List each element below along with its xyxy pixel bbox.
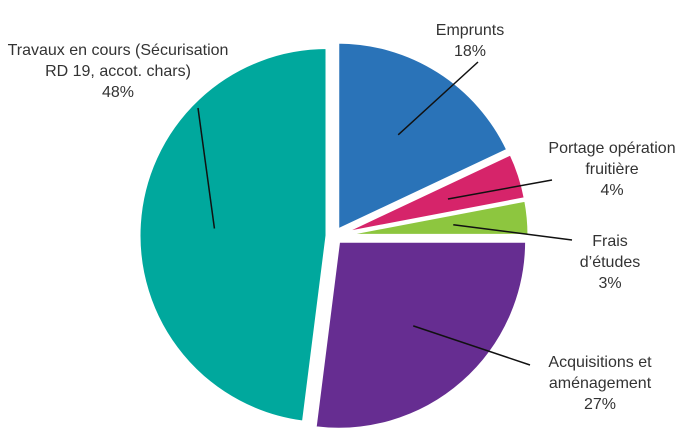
leader-line	[447, 179, 553, 200]
pie-slice	[313, 239, 529, 431]
slice-label: Portage opération fruitière 4%	[522, 138, 698, 201]
value-label: 3%	[598, 275, 622, 292]
value-label: 18%	[453, 43, 487, 60]
leader-line	[453, 223, 573, 241]
value-label: 4%	[600, 182, 624, 199]
value-label: 48%	[101, 84, 135, 101]
pie-slice	[340, 198, 531, 237]
slice-label: Acquisitions et aménagement 27%	[515, 352, 685, 415]
slice-label: Emprunts 18%	[410, 20, 530, 62]
leader-line	[397, 61, 479, 136]
category-label: Acquisitions et aménagement	[548, 354, 652, 392]
category-label: Emprunts	[435, 22, 505, 39]
slice-label: Frais d’études 3%	[560, 231, 660, 294]
pie-slice	[336, 40, 510, 233]
pie-slice	[137, 46, 329, 424]
category-label: Frais d’études	[579, 233, 641, 271]
value-label: 27%	[583, 396, 617, 413]
leader-line	[197, 107, 216, 229]
pie-slice	[340, 151, 528, 236]
category-label: Portage opération fruitière	[548, 140, 676, 178]
category-label: Travaux en cours (Sécurisation RD 19, ac…	[7, 42, 229, 80]
leader-line	[412, 325, 531, 366]
slice-label: Travaux en cours (Sécurisation RD 19, ac…	[3, 40, 233, 103]
